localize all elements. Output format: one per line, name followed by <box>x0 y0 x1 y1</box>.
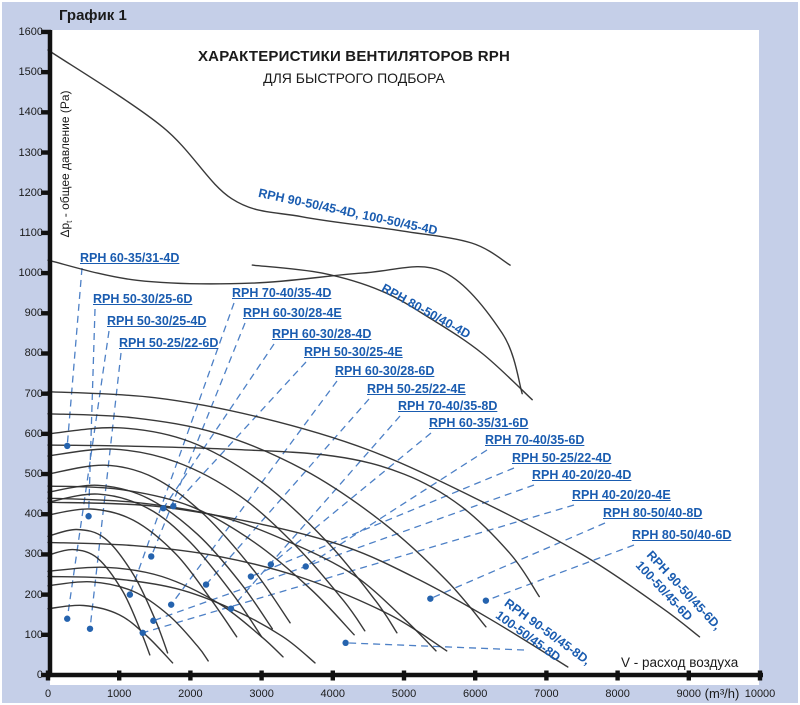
leader-line <box>87 308 96 517</box>
fan-curve <box>47 604 174 664</box>
fan-curve <box>47 391 701 638</box>
curve-dot <box>247 573 255 580</box>
y-tick-mark <box>41 552 51 557</box>
plot-area <box>50 30 759 685</box>
curve-dot <box>267 561 275 568</box>
curve-dot <box>85 513 92 520</box>
fan-curve <box>47 444 540 598</box>
y-tick-mark <box>41 69 51 75</box>
x-tick-mark <box>401 670 407 681</box>
curve-dot <box>202 581 210 588</box>
leader-line <box>162 343 275 509</box>
fan-curve <box>47 528 169 654</box>
curve-dot <box>227 605 235 612</box>
fan-curve <box>47 426 398 634</box>
x-tick-mark <box>757 670 763 681</box>
fan-curve <box>47 485 355 636</box>
fan-curve <box>47 464 291 624</box>
curve-dot <box>482 597 490 604</box>
x-tick-mark <box>544 670 549 681</box>
leader-line <box>142 504 575 634</box>
y-tick-mark <box>41 391 51 396</box>
curve-dot <box>150 617 157 624</box>
fan-curve <box>47 259 523 395</box>
leader-line <box>345 642 525 651</box>
fan-curve <box>47 575 316 664</box>
fan-curve <box>47 448 366 632</box>
x-tick-mark <box>188 670 193 681</box>
leader-line <box>66 267 83 446</box>
y-tick-mark <box>41 110 51 115</box>
leader-line <box>129 302 235 595</box>
curve-dot <box>64 442 71 450</box>
curve-dot <box>64 615 71 622</box>
graph-number-label: График 1 <box>59 7 127 24</box>
fan-curve <box>47 497 437 652</box>
y-tick-mark <box>41 270 51 276</box>
curve-dot <box>148 553 155 560</box>
fan-curve <box>47 566 284 658</box>
fan-curve <box>47 541 448 652</box>
y-tick-mark <box>41 29 51 35</box>
x-tick-mark <box>686 670 691 681</box>
y-tick-mark <box>41 150 51 155</box>
fan-curve <box>251 264 533 401</box>
y-tick-mark <box>41 431 51 437</box>
y-tick-mark <box>41 311 51 316</box>
fan-curve <box>47 508 238 638</box>
curve-dot <box>86 625 94 632</box>
fan-curve <box>47 49 511 266</box>
y-axis-title-prefix: Δp <box>57 222 72 238</box>
x-axis-title: V - расход воздуха <box>621 655 739 670</box>
x-tick-mark <box>45 670 51 681</box>
curve-dot <box>342 639 349 647</box>
leader-line <box>205 398 370 586</box>
curve-dot <box>139 629 146 637</box>
x-tick-mark <box>259 670 264 681</box>
x-tick-mark <box>615 670 620 681</box>
y-tick-mark <box>41 190 51 195</box>
y-axis-title-subscript: t <box>65 220 75 223</box>
fan-curve <box>47 501 569 668</box>
x-axis-unit: (m³/h) <box>704 686 740 701</box>
y-tick-mark <box>41 632 51 638</box>
fan-curve <box>47 548 151 656</box>
curve-dot <box>427 595 434 602</box>
y-tick-mark <box>41 471 51 477</box>
y-tick-mark <box>41 351 51 356</box>
leader-line <box>153 484 535 622</box>
fan-curve <box>47 413 487 628</box>
y-axis-title: Δpt - общее давление (Pa) <box>58 90 74 237</box>
curve-dot <box>302 563 309 570</box>
curve-dot <box>170 503 177 510</box>
y-tick-mark <box>41 230 51 236</box>
chart-subtitle: ДЛЯ БЫСТРОГО ПОДБОРА <box>263 70 445 86</box>
x-tick-mark <box>330 670 335 681</box>
x-tick-mark <box>117 670 122 681</box>
leader-line <box>172 361 307 507</box>
chart-title: ХАРАКТЕРИСТИКИ ВЕНТИЛЯТОРОВ RPH <box>197 48 511 65</box>
leader-line <box>485 544 635 602</box>
curve-dot <box>167 601 175 608</box>
leader-line <box>430 522 606 600</box>
leader-line <box>270 432 432 565</box>
leader-line <box>170 380 338 606</box>
fan-curve <box>47 580 209 662</box>
fan-curve <box>47 493 263 638</box>
y-axis-title-suffix: - общее давление (Pa) <box>57 90 72 221</box>
leader-line <box>230 415 401 610</box>
y-tick-mark <box>41 512 51 517</box>
leader-line <box>66 330 110 619</box>
y-tick-mark <box>41 592 51 597</box>
x-tick-mark <box>473 670 478 681</box>
curve-dot <box>126 591 134 598</box>
fan-curve <box>47 484 273 630</box>
leader-line <box>150 322 246 557</box>
curve-dot <box>160 505 167 512</box>
